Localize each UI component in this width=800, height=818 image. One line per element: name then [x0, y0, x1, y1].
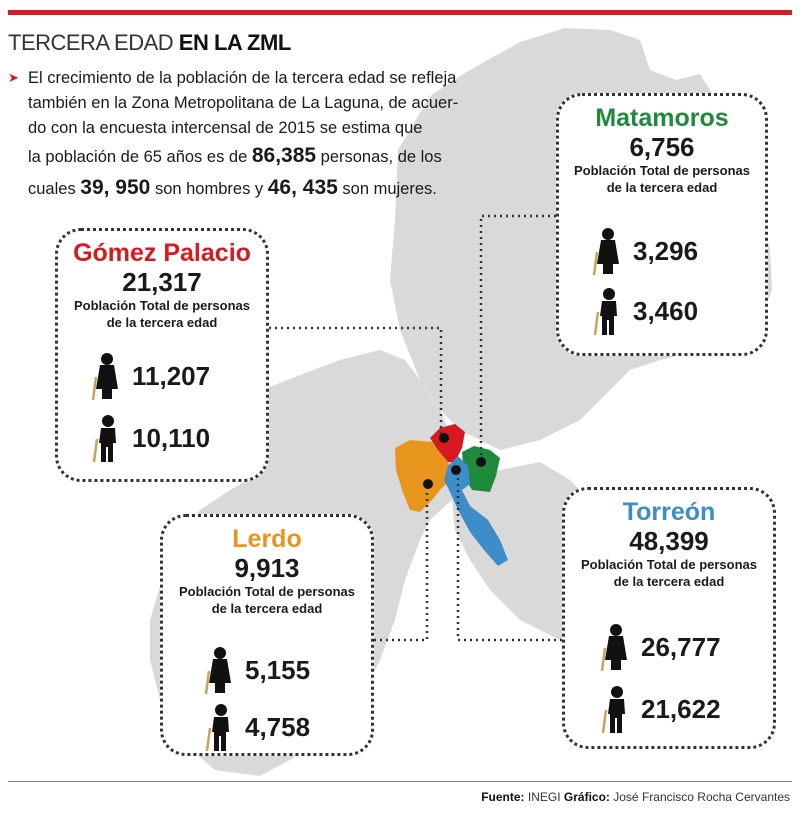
- gomez-palacio-shape: [430, 424, 465, 462]
- intro-text: son mujeres.: [337, 179, 437, 198]
- elderly-woman-icon: [599, 622, 633, 672]
- card-total: 21,317: [122, 267, 202, 297]
- intro-text: cuales: [28, 179, 81, 198]
- women-count: 5,155: [245, 654, 311, 685]
- matamoros-shape: [462, 446, 500, 492]
- card-title: Lerdo: [232, 525, 302, 553]
- desc-line-1: Población Total de personas: [573, 162, 750, 178]
- men-row: 3,460: [591, 286, 698, 336]
- desc-line-1: Población Total de personas: [73, 297, 250, 313]
- gomez-dot: [439, 433, 449, 443]
- lerdo-connector: [368, 486, 429, 642]
- intro-text: son hombres y: [150, 179, 268, 198]
- men-row: 21,622: [599, 684, 721, 734]
- desc-line-2: de la tercera edad: [606, 180, 718, 196]
- lerdo-card: Lerdo 9,913 Población Total de personas d…: [160, 514, 374, 756]
- intro-line-4: la población de 65 años es de 86,385 per…: [28, 140, 442, 172]
- matamoros-dot: [476, 457, 486, 467]
- elderly-man-icon: [90, 413, 124, 463]
- elderly-woman-icon: [203, 645, 237, 695]
- intro-line-3: do con la encuesta intercensal de 2015 s…: [28, 118, 423, 137]
- intro-paragraph: ➤ El crecimiento de la población de la t…: [8, 66, 459, 204]
- desc-line-1: Población Total de personas: [178, 583, 355, 599]
- lerdo-shape: [395, 440, 452, 512]
- desc-line-2: de la tercera edad: [613, 574, 725, 590]
- red-chevron-icon: ➤: [8, 70, 19, 85]
- gomez-palacio-card: Gómez Palacio 21,317 Población Total de …: [55, 228, 269, 482]
- women-count: 11,207: [132, 360, 211, 391]
- total-population: 86,385: [251, 144, 317, 168]
- men-count: 4,758: [245, 711, 311, 742]
- women-row: 5,155: [203, 645, 310, 695]
- men-count: 21,622: [641, 693, 721, 724]
- desc-line-2: de la tercera edad: [211, 601, 323, 617]
- footer-credits: Fuente: INEGI Gráfico: José Francisco Ro…: [481, 790, 790, 804]
- graphic-value: José Francisco Rocha Cervantes: [609, 790, 790, 804]
- graphic-label: Gráfico:: [563, 790, 610, 804]
- card-description: Población Total de personas de la tercera…: [58, 297, 266, 332]
- source-value: INEGI: [524, 790, 564, 804]
- men-population: 39, 950: [80, 175, 151, 199]
- elderly-man-icon: [203, 702, 237, 752]
- desc-line-2: de la tercera edad: [106, 315, 218, 331]
- top-accent-bar: [8, 10, 792, 15]
- lerdo-dot: [423, 479, 433, 489]
- elderly-woman-icon: [90, 351, 124, 401]
- card-title: Matamoros: [595, 104, 729, 132]
- intro-line-2: también en la Zona Metropolitana de La L…: [28, 93, 459, 112]
- men-count: 10,110: [132, 422, 211, 453]
- matamoros-connector: [479, 214, 556, 462]
- torreon-shape: [444, 456, 508, 566]
- card-total: 48,399: [629, 526, 709, 556]
- footer-divider: [8, 781, 792, 782]
- elderly-man-icon: [591, 286, 625, 336]
- headline-bold: EN LA ZML: [178, 30, 292, 55]
- men-row: 10,110: [90, 413, 210, 463]
- torreon-connector: [456, 470, 562, 642]
- card-title: Gómez Palacio: [73, 239, 251, 267]
- intro-line-5: cuales 39, 950 son hombres y 46, 435 son…: [28, 172, 438, 204]
- women-row: 11,207: [90, 351, 210, 401]
- card-title: Torreón: [622, 498, 716, 526]
- women-population: 46, 435: [267, 175, 338, 199]
- torreon-dot: [451, 465, 461, 475]
- elderly-man-icon: [599, 684, 633, 734]
- card-description: Población Total de personas de la tercera…: [565, 556, 773, 591]
- women-count: 3,296: [633, 235, 699, 266]
- card-total: 9,913: [234, 553, 300, 583]
- women-row: 26,777: [599, 622, 721, 672]
- card-description: Población Total de personas de la tercera…: [559, 162, 765, 197]
- source-label: Fuente:: [481, 790, 525, 804]
- card-total: 6,756: [629, 132, 695, 162]
- headline: TERCERA EDAD EN LA ZML: [8, 30, 291, 56]
- matamoros-card: Matamoros 6,756 Población Total de perso…: [556, 93, 768, 356]
- intro-line-1: El crecimiento de la población de la ter…: [28, 69, 457, 87]
- women-count: 26,777: [641, 631, 721, 662]
- intro-text: personas, de los: [316, 148, 442, 167]
- men-count: 3,460: [633, 295, 699, 326]
- men-row: 4,758: [203, 702, 310, 752]
- elderly-woman-icon: [591, 226, 625, 276]
- intro-text: la población de 65 años es de: [28, 148, 252, 167]
- torreon-card: Torreón 48,399 Población Total de person…: [562, 487, 776, 749]
- card-description: Población Total de personas de la tercera…: [163, 583, 371, 618]
- women-row: 3,296: [591, 226, 698, 276]
- desc-line-1: Población Total de personas: [580, 556, 757, 572]
- headline-light: TERCERA EDAD: [8, 30, 179, 55]
